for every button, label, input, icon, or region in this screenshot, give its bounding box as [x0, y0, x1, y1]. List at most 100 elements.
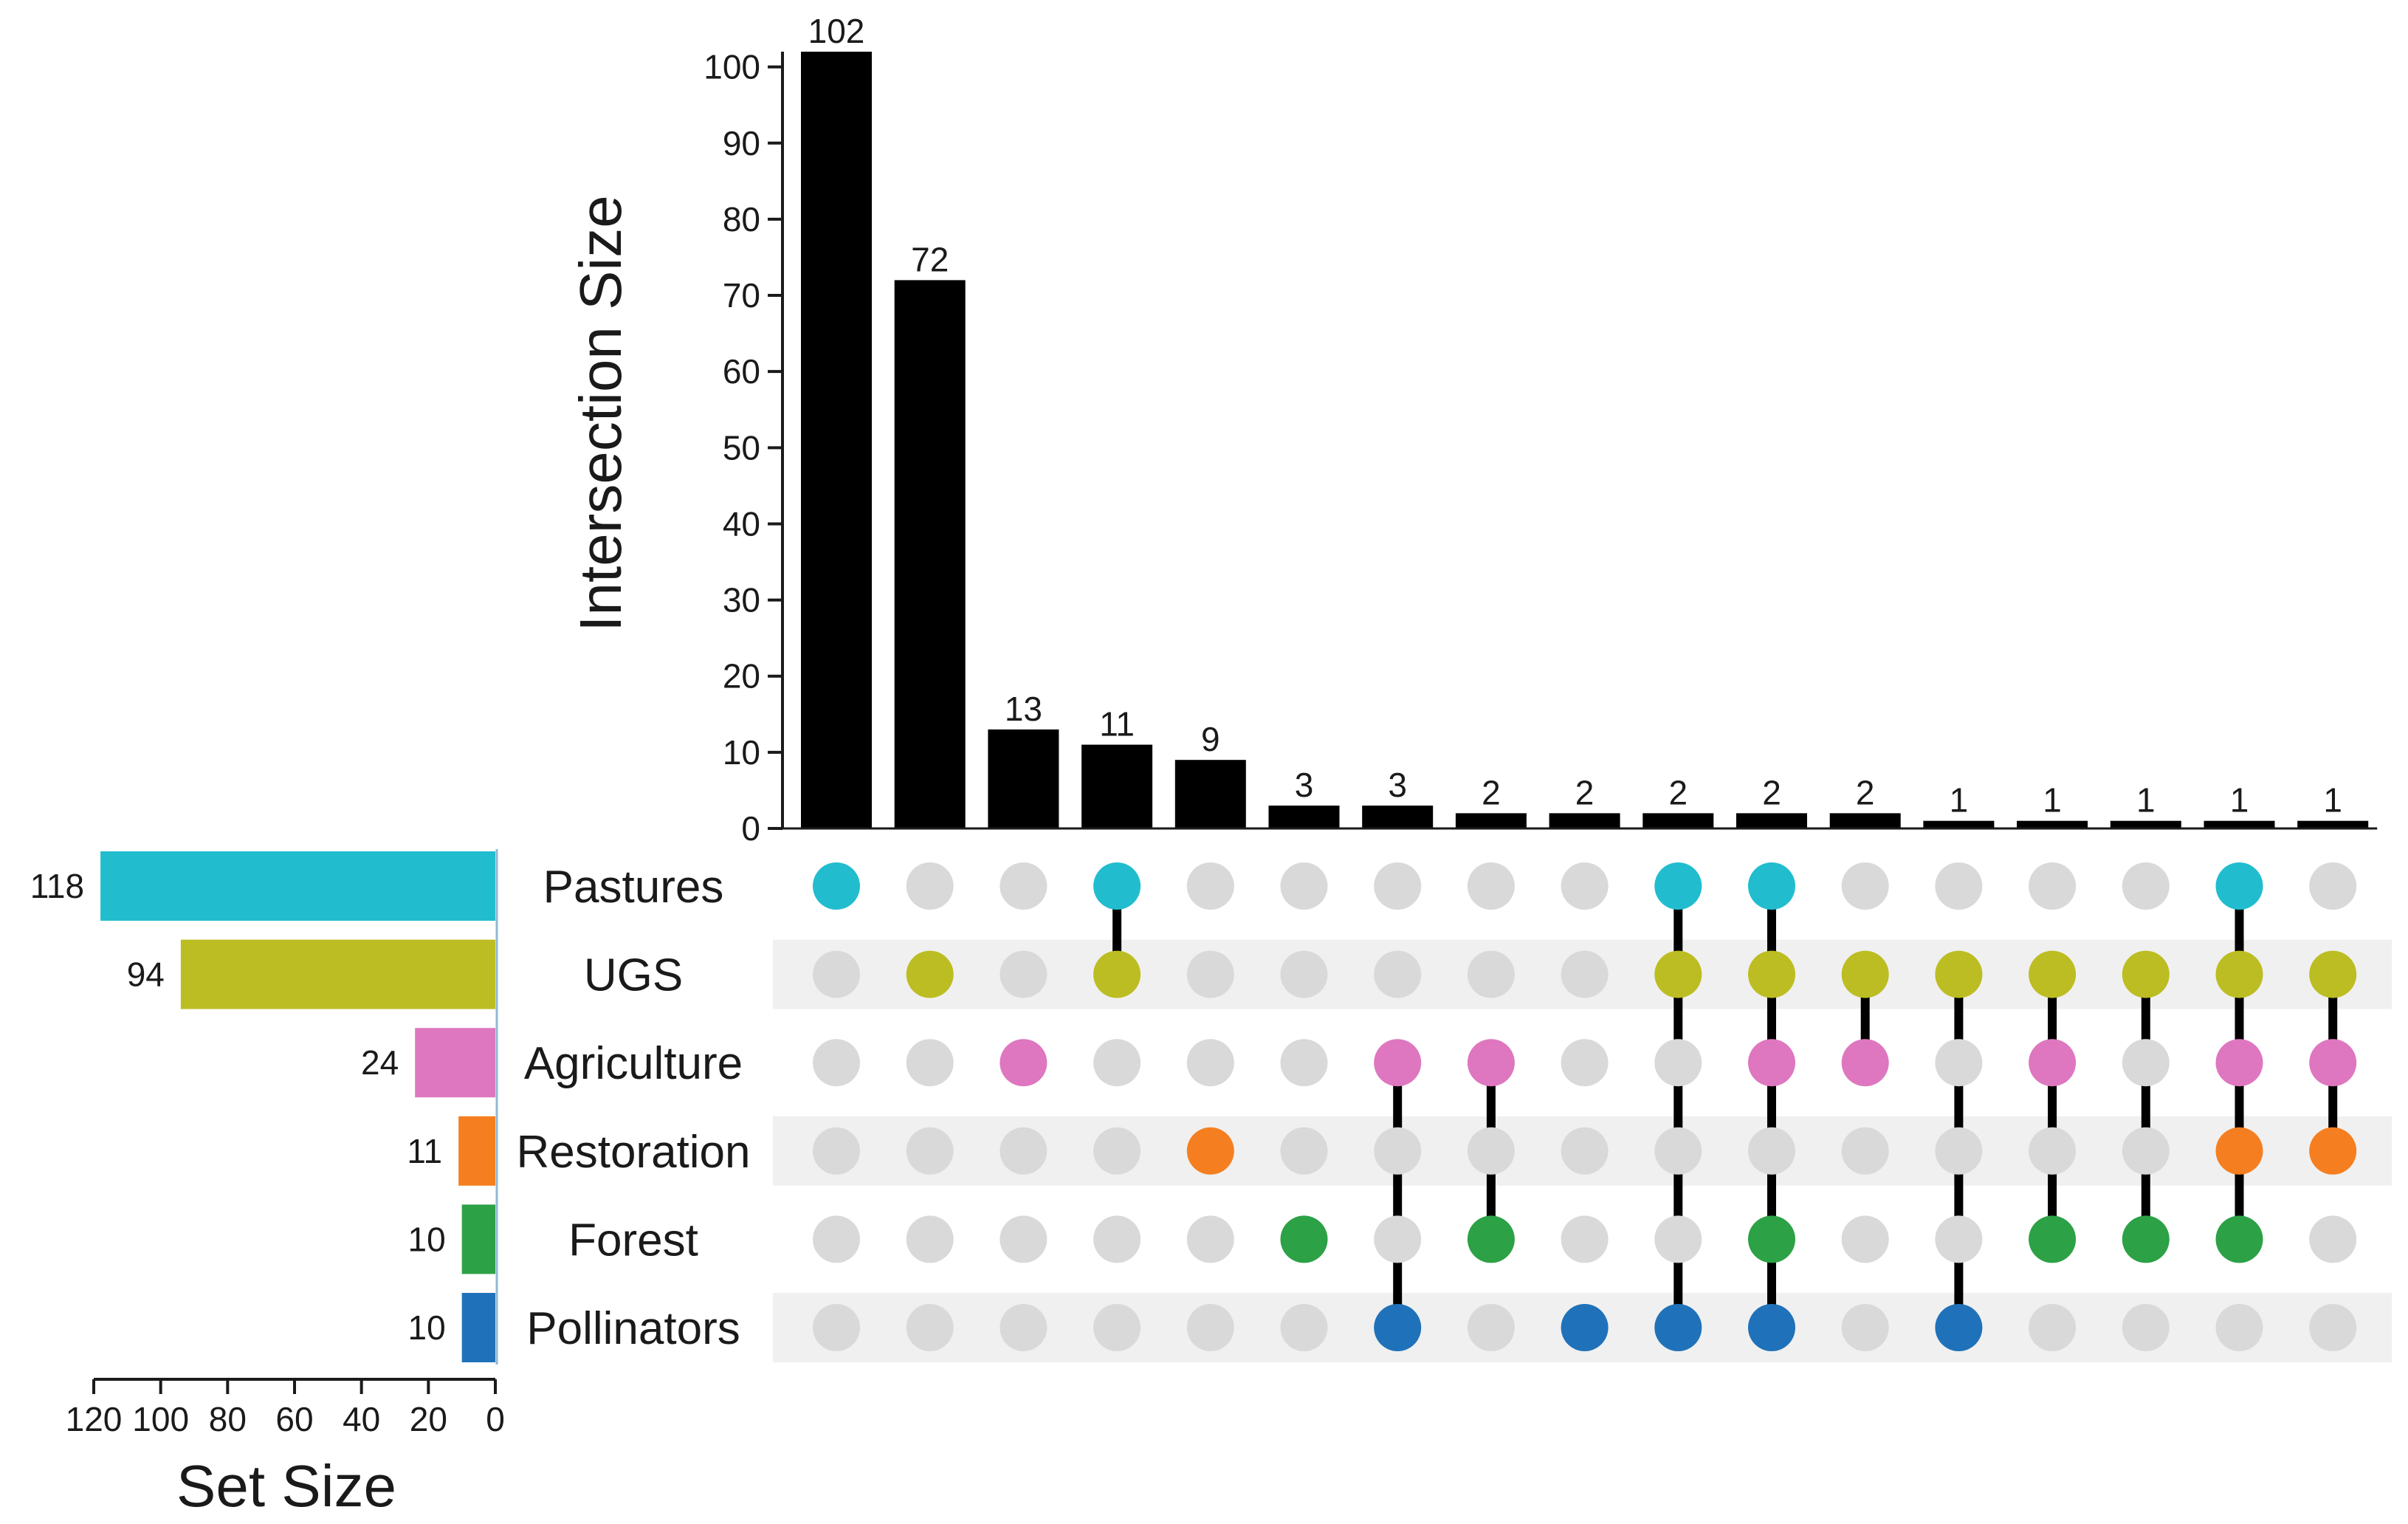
intersection-bar-15 — [2110, 820, 2181, 828]
dot-active-17-agriculture — [2309, 1039, 2357, 1087]
intersection-value-label-3: 13 — [1005, 690, 1042, 728]
intersection-bar-13 — [1923, 820, 1995, 828]
dot-active-10-pastures — [1654, 862, 1702, 910]
set-bar-pollinators — [461, 1293, 495, 1362]
dot-inactive-6-pollinators — [1280, 1304, 1328, 1351]
y-tick-label-30: 30 — [723, 581, 760, 619]
dot-inactive-6-restoration — [1280, 1127, 1328, 1175]
dot-active-7-pollinators — [1374, 1304, 1422, 1351]
dot-inactive-5-pastures — [1186, 862, 1234, 910]
dot-inactive-3-pastures — [1000, 862, 1048, 910]
dot-inactive-17-pollinators — [2309, 1304, 2357, 1351]
intersection-value-label-16: 1 — [2230, 781, 2249, 820]
intersection-bar-11 — [1736, 813, 1807, 828]
dot-inactive-9-restoration — [1561, 1127, 1609, 1175]
y-tick-label-40: 40 — [723, 504, 760, 543]
set-tick-label-100: 100 — [132, 1400, 189, 1438]
dot-inactive-13-agriculture — [1935, 1039, 1983, 1087]
dot-inactive-9-agriculture — [1561, 1039, 1609, 1087]
dot-inactive-1-forest — [813, 1215, 860, 1263]
dot-active-16-agriculture — [2215, 1039, 2263, 1087]
dot-active-16-forest — [2215, 1215, 2263, 1263]
dot-inactive-5-forest — [1186, 1215, 1234, 1263]
dot-active-4-ugs — [1093, 950, 1141, 998]
set-name-forest: Forest — [568, 1215, 698, 1266]
intersection-bar-14 — [2017, 820, 2088, 828]
dot-active-14-forest — [2029, 1215, 2077, 1263]
dot-inactive-1-restoration — [813, 1127, 860, 1175]
dot-inactive-1-pollinators — [813, 1304, 860, 1351]
dot-inactive-15-restoration — [2122, 1127, 2170, 1175]
dot-active-16-restoration — [2215, 1127, 2263, 1175]
dot-inactive-6-pastures — [1280, 862, 1328, 910]
dot-active-8-agriculture — [1467, 1039, 1515, 1087]
set-bar-pastures — [100, 851, 496, 921]
dot-inactive-17-forest — [2309, 1215, 2357, 1263]
set-name-labels: Pastures UGS Agriculture Restoration Forest P… — [516, 862, 750, 1354]
dot-inactive-2-pollinators — [906, 1304, 954, 1351]
set-size-label-pollinators: 10 — [407, 1308, 445, 1347]
intersection-value-label-2: 72 — [911, 240, 949, 278]
dot-inactive-8-pollinators — [1467, 1304, 1515, 1351]
y-tick-label-20: 20 — [723, 657, 760, 696]
dot-inactive-15-pollinators — [2122, 1304, 2170, 1351]
intersection-bar-8 — [1455, 813, 1527, 828]
intersection-bar-2 — [894, 280, 966, 829]
dot-inactive-15-agriculture — [2122, 1039, 2170, 1087]
dot-inactive-9-ugs — [1561, 950, 1609, 998]
dot-inactive-7-restoration — [1374, 1127, 1422, 1175]
dot-active-11-pastures — [1748, 862, 1795, 910]
dot-inactive-8-ugs — [1467, 950, 1515, 998]
intersection-value-label-14: 1 — [2043, 781, 2062, 820]
intersection-bar-5 — [1174, 760, 1246, 828]
intersection-value-label-5: 9 — [1201, 720, 1220, 758]
dot-active-10-ugs — [1654, 950, 1702, 998]
set-size-bars: 118 94 24 11 10 10 — [30, 849, 498, 1365]
intersection-value-label-12: 2 — [1856, 773, 1875, 811]
set-size-label-ugs: 94 — [127, 955, 165, 994]
y-tick-label-0: 0 — [741, 809, 760, 848]
set-size-label-restoration: 11 — [407, 1132, 442, 1170]
dot-inactive-14-restoration — [2029, 1127, 2077, 1175]
set-bar-restoration — [458, 1116, 495, 1186]
intersection-bar-3 — [988, 729, 1059, 828]
dot-inactive-17-pastures — [2309, 862, 2357, 910]
intersection-bar-6 — [1268, 806, 1340, 828]
set-name-ugs: UGS — [584, 950, 683, 1001]
set-name-agriculture: Agriculture — [524, 1038, 743, 1089]
dot-active-12-agriculture — [1841, 1039, 1889, 1087]
y-tick-label-80: 80 — [723, 200, 760, 238]
dot-inactive-5-agriculture — [1186, 1039, 1234, 1087]
dot-active-13-ugs — [1935, 950, 1983, 998]
dot-inactive-3-restoration — [1000, 1127, 1048, 1175]
dot-inactive-7-pastures — [1374, 862, 1422, 910]
dot-active-15-ugs — [2122, 950, 2170, 998]
dot-inactive-13-pastures — [1935, 862, 1983, 910]
y-tick-label-90: 90 — [723, 124, 760, 162]
intersection-value-label-8: 2 — [1482, 773, 1501, 811]
intersection-value-label-1: 102 — [808, 12, 865, 50]
dot-inactive-4-restoration — [1093, 1127, 1141, 1175]
intersection-value-label-11: 2 — [1762, 773, 1781, 811]
set-bar-ugs — [180, 939, 495, 1009]
dot-inactive-3-ugs — [1000, 950, 1048, 998]
set-size-label-forest: 10 — [407, 1220, 445, 1258]
set-tick-label-0: 0 — [486, 1400, 505, 1438]
dot-inactive-16-pollinators — [2215, 1304, 2263, 1351]
y-tick-label-60: 60 — [723, 352, 760, 391]
dot-inactive-14-pastures — [2029, 862, 2077, 910]
dot-active-14-agriculture — [2029, 1039, 2077, 1087]
dot-inactive-2-agriculture — [906, 1039, 954, 1087]
set-name-pastures: Pastures — [543, 862, 724, 913]
dot-inactive-8-pastures — [1467, 862, 1515, 910]
dot-inactive-5-pollinators — [1186, 1304, 1234, 1351]
set-size-axis-label: Set Size — [176, 1453, 396, 1519]
dot-inactive-5-ugs — [1186, 950, 1234, 998]
dot-active-4-pastures — [1093, 862, 1141, 910]
intersection-bar-12 — [1829, 813, 1901, 828]
dot-active-9-pollinators — [1561, 1304, 1609, 1351]
dot-inactive-8-restoration — [1467, 1127, 1515, 1175]
intersection-bar-10 — [1642, 813, 1714, 828]
